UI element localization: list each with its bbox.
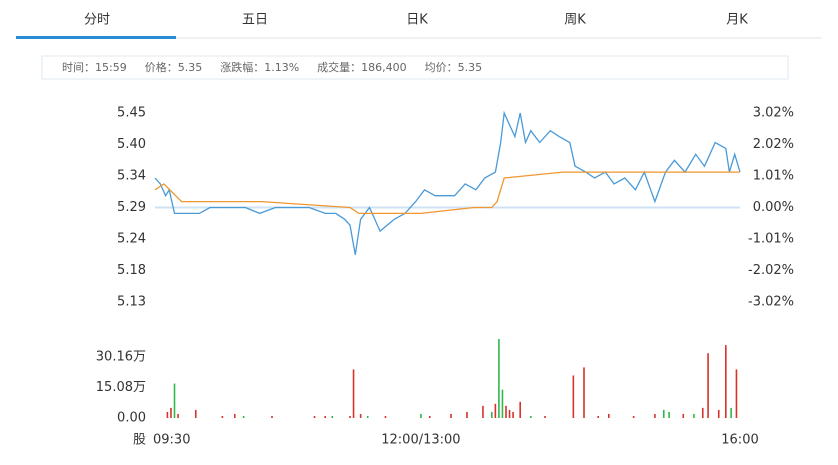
y-tick-label: 5.40 <box>117 137 146 152</box>
active-tab-underline <box>16 36 176 39</box>
tab[interactable]: 分时 <box>84 13 110 28</box>
volume-bar <box>194 409 197 418</box>
info-value: 5.35 <box>458 61 483 74</box>
volume-bar <box>271 415 273 418</box>
x-tick-label: 12:00/13:00 <box>381 433 460 448</box>
volume-bar <box>428 415 431 418</box>
volume-bar <box>177 413 179 418</box>
y2-tick-label: 2.02% <box>753 137 794 152</box>
info-label: 涨跌幅： <box>220 60 264 74</box>
volume-bar <box>331 415 334 418</box>
volume-bar <box>466 411 468 418</box>
volume-bar <box>508 409 511 418</box>
volume-bar <box>693 413 695 418</box>
volume-bar <box>707 353 709 418</box>
volume-bar <box>313 415 316 418</box>
volume-bar <box>730 407 732 418</box>
y-tick-label: 5.13 <box>117 295 146 310</box>
y2-tick-label: -3.02% <box>748 295 794 310</box>
tab[interactable]: 月K <box>726 13 748 28</box>
info-bar <box>41 55 789 80</box>
info-value: 5.35 <box>178 61 203 74</box>
volume-bar <box>725 345 727 418</box>
volume-bar <box>572 375 575 418</box>
info-value: 186,400 <box>361 61 407 74</box>
volume-bar <box>662 409 665 418</box>
y2-tick-label: -1.01% <box>748 232 794 247</box>
volume-tick-label: 0.00 <box>117 411 146 426</box>
volume-bar <box>221 415 224 418</box>
volume-bar <box>170 407 172 418</box>
volume-bar <box>701 407 704 418</box>
volume-bar <box>324 415 326 418</box>
volume-bar <box>494 403 497 418</box>
volume-tick-label: 30.16万 <box>96 349 146 364</box>
y-tick-label: 5.29 <box>117 200 146 215</box>
y-tick-label: 5.34 <box>117 169 146 184</box>
volume-bar <box>501 389 504 418</box>
info-label: 时间： <box>62 61 95 74</box>
volume-bar <box>359 413 362 418</box>
volume-bar <box>735 369 738 418</box>
volume-bar <box>366 415 369 418</box>
volume-bar <box>519 401 521 418</box>
y-tick-label: 5.45 <box>117 106 146 121</box>
x-tick-label: 16:00 <box>721 433 758 448</box>
info-label: 成交量： <box>317 60 361 74</box>
volume-bar <box>420 413 422 418</box>
volume-bar <box>505 405 507 418</box>
volume-bar <box>482 405 484 418</box>
tab[interactable]: 五日 <box>242 13 268 28</box>
tab[interactable]: 日K <box>406 13 428 28</box>
info-label: 均价： <box>425 61 458 74</box>
price-line <box>154 110 741 255</box>
volume-bar <box>352 369 355 418</box>
volume-bar <box>717 409 720 418</box>
y2-tick-label: 0.00% <box>753 200 794 215</box>
volume-bar <box>173 383 176 418</box>
volume-bar <box>349 415 351 418</box>
volume-bar <box>632 415 635 418</box>
y2-tick-label: 3.02% <box>753 106 794 121</box>
volume-bar <box>597 415 599 418</box>
volume-bar <box>491 411 493 418</box>
volume-bar <box>384 415 387 418</box>
volume-bar <box>544 415 546 418</box>
info-value: 15:59 <box>95 61 127 74</box>
tab[interactable]: 周K <box>564 13 586 28</box>
volume-bar <box>530 415 532 418</box>
volume-bar <box>668 411 670 418</box>
x-tick-label: 09:30 <box>153 433 190 448</box>
volume-bar <box>450 413 452 418</box>
y2-tick-label: -2.02% <box>748 263 794 278</box>
volume-bar <box>512 411 514 418</box>
volume-unit: 股 <box>133 433 146 448</box>
volume-tick-label: 15.08万 <box>96 380 146 395</box>
y-tick-label: 5.24 <box>117 231 146 246</box>
info-value: 1.13% <box>264 61 299 74</box>
volume-bar <box>498 339 500 418</box>
volume-bar <box>654 413 656 418</box>
info-label: 价格： <box>145 60 178 74</box>
volume-bar <box>682 413 685 418</box>
volume-bar <box>242 415 245 418</box>
volume-bar <box>233 413 236 418</box>
y2-tick-label: 1.01% <box>753 168 794 183</box>
price-line <box>154 171 740 215</box>
volume-bar <box>166 411 169 418</box>
y-tick-label: 5.18 <box>117 263 146 278</box>
volume-bar <box>608 413 610 418</box>
volume-bar <box>583 367 585 418</box>
